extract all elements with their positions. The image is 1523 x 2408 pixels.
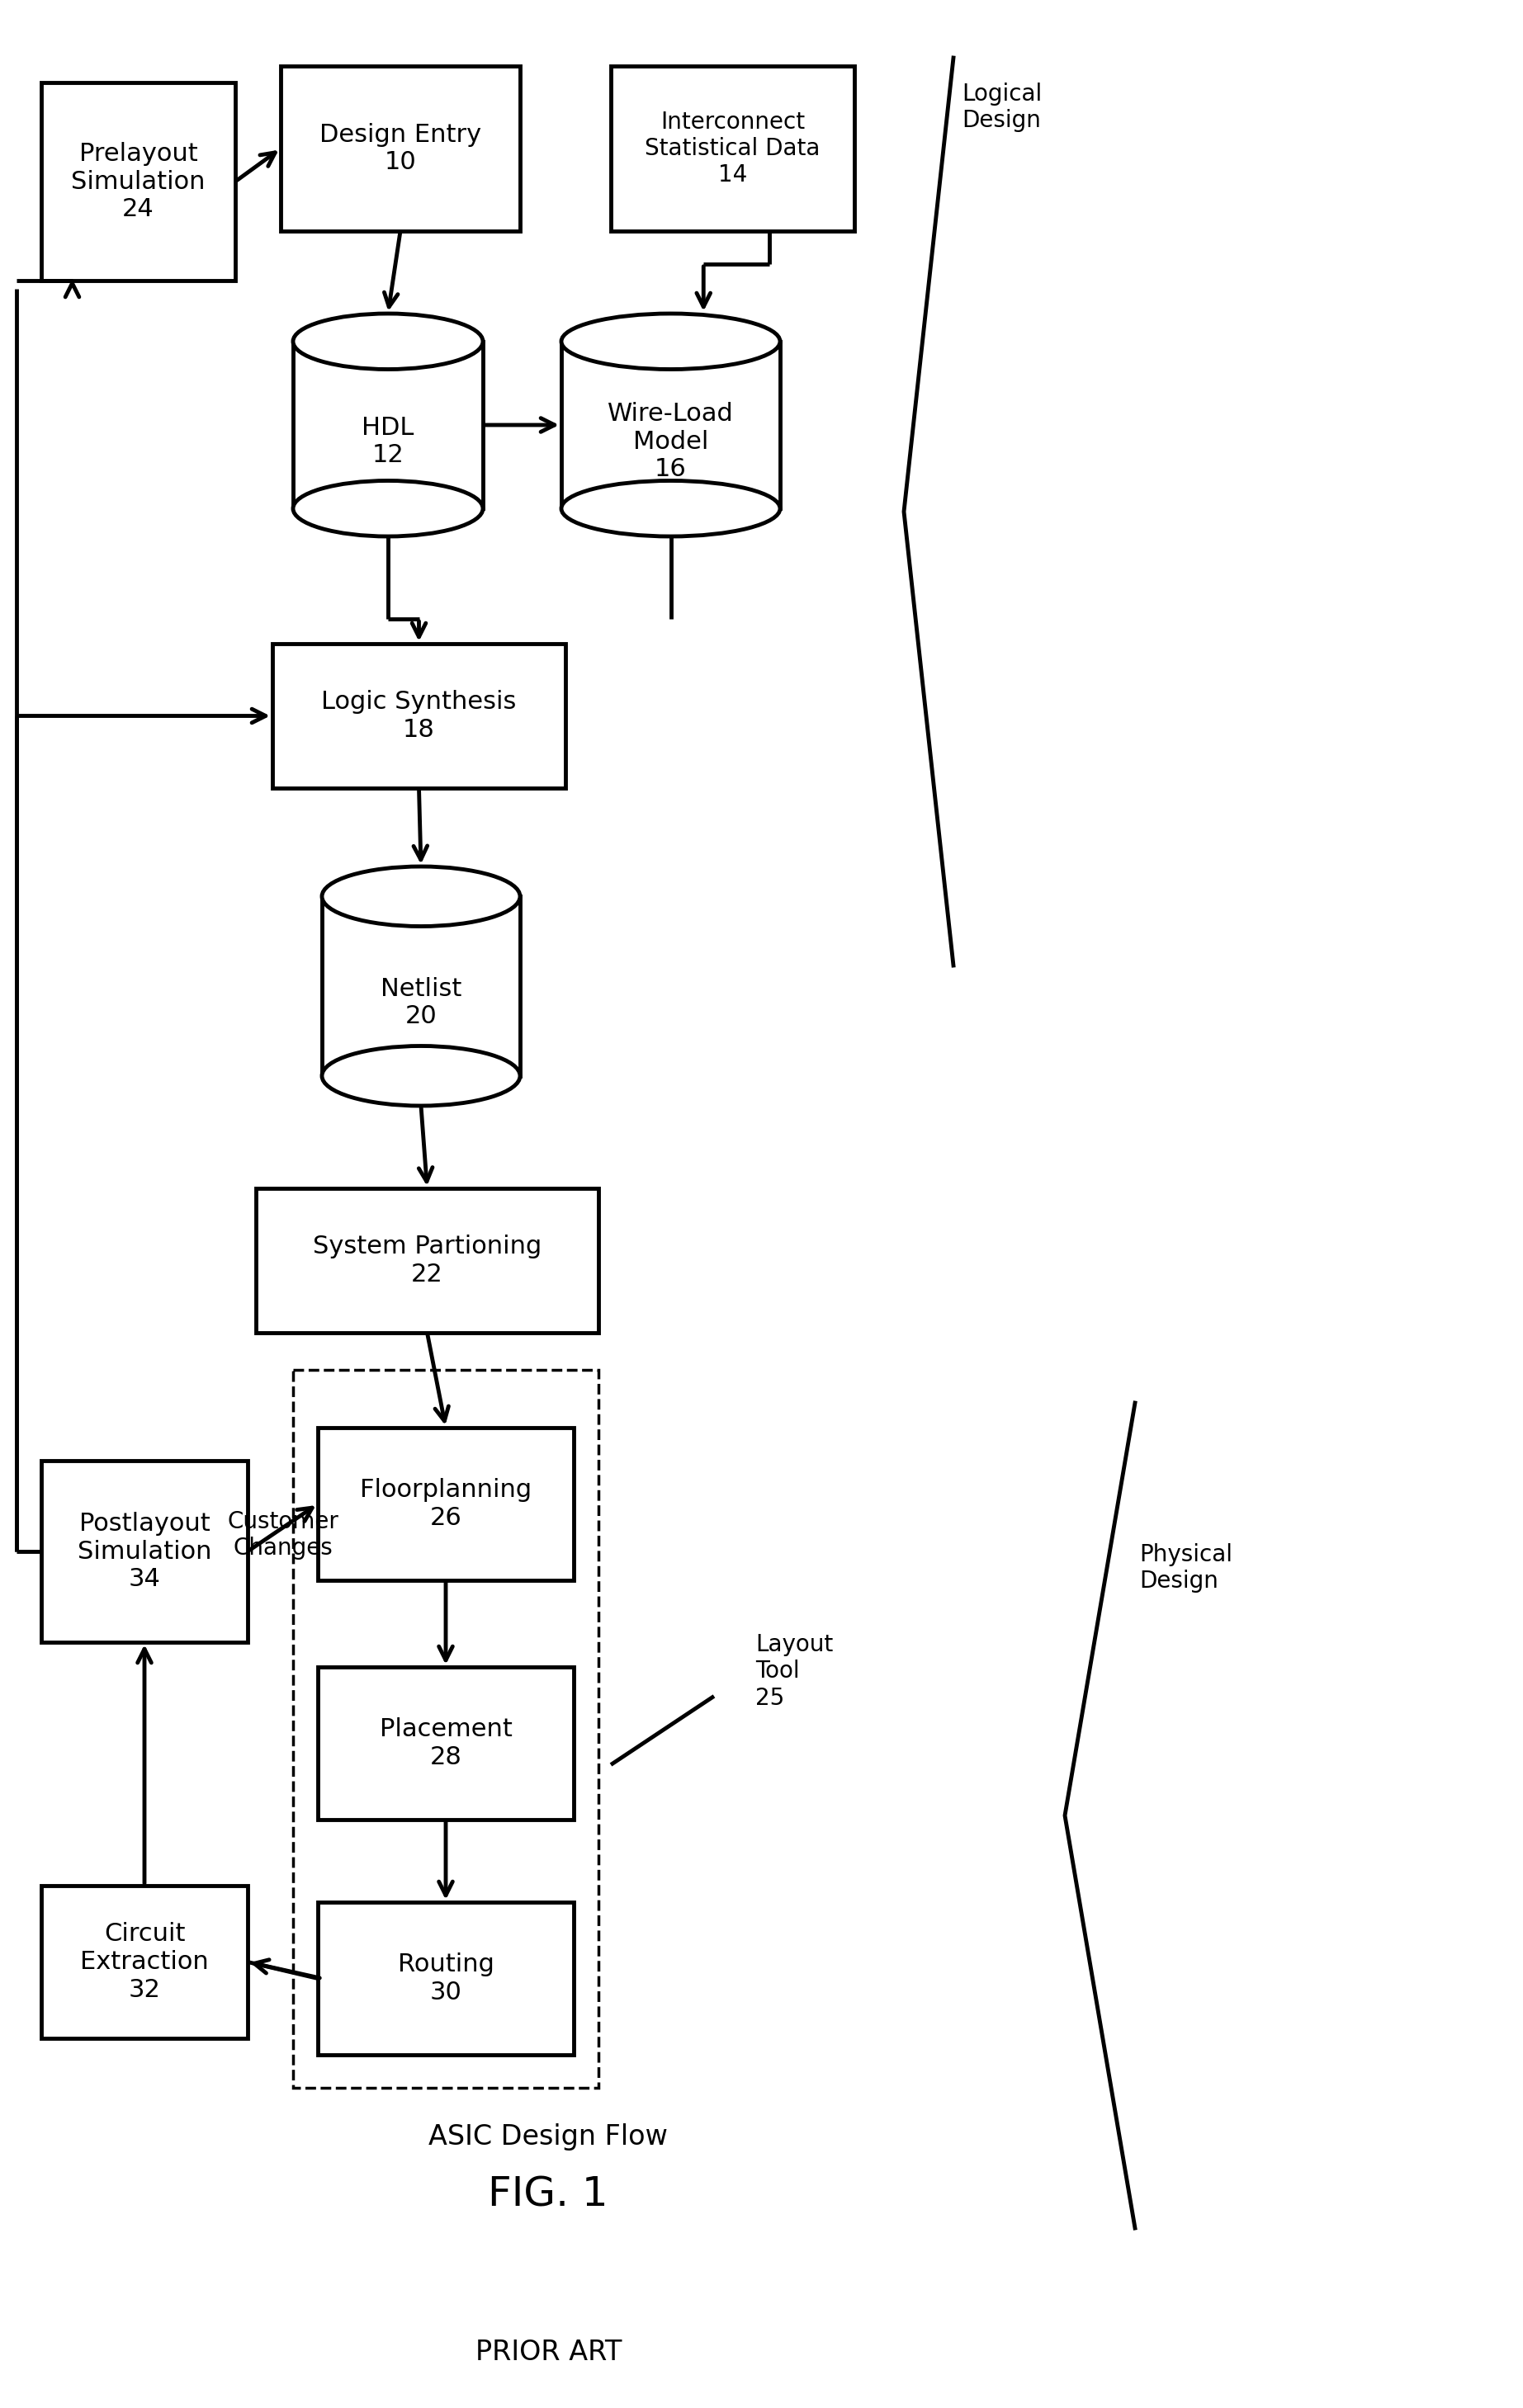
Bar	[41, 1462, 248, 1642]
Text: PRIOR ART: PRIOR ART	[475, 2338, 621, 2365]
Bar	[321, 896, 519, 1076]
Text: Netlist
20: Netlist 20	[381, 978, 461, 1028]
Bar	[611, 65, 854, 231]
Text: Prelayout
Simulation
24: Prelayout Simulation 24	[72, 142, 206, 222]
Text: Physical
Design: Physical Design	[1139, 1544, 1232, 1592]
Text: HDL
12: HDL 12	[362, 417, 414, 467]
Text: Routing
30: Routing 30	[398, 1953, 493, 2003]
Bar	[292, 342, 483, 508]
Text: Postlayout
Simulation
34: Postlayout Simulation 34	[78, 1512, 212, 1592]
Ellipse shape	[562, 482, 780, 537]
Ellipse shape	[562, 313, 780, 368]
Text: Design Entry
10: Design Entry 10	[320, 123, 481, 173]
Text: Layout
Tool
25: Layout Tool 25	[755, 1633, 833, 1710]
Text: Floorplanning
26: Floorplanning 26	[359, 1479, 532, 1529]
Ellipse shape	[321, 867, 519, 927]
Text: Customer
Changes: Customer Changes	[227, 1510, 338, 1560]
Bar	[280, 65, 519, 231]
Bar	[318, 1666, 574, 1820]
Bar	[562, 342, 780, 508]
Bar	[273, 643, 565, 787]
Text: ASIC Design Flow: ASIC Design Flow	[428, 2124, 669, 2150]
Bar	[292, 1370, 599, 2088]
Text: Circuit
Extraction
32: Circuit Extraction 32	[81, 1922, 209, 2001]
Text: Wire-Load
Model
16: Wire-Load Model 16	[608, 402, 734, 482]
Bar	[318, 1902, 574, 2054]
Bar	[41, 1885, 248, 2037]
Text: FIG. 1: FIG. 1	[489, 2174, 608, 2215]
Text: Logical
Design: Logical Design	[961, 82, 1042, 132]
Ellipse shape	[321, 1045, 519, 1105]
Bar	[41, 82, 235, 282]
Ellipse shape	[292, 313, 483, 368]
Text: System Partioning
22: System Partioning 22	[312, 1235, 542, 1286]
Text: Interconnect
Statistical Data
14: Interconnect Statistical Data 14	[644, 111, 821, 188]
Text: Placement
28: Placement 28	[379, 1717, 512, 1770]
Bar	[256, 1187, 599, 1332]
Bar	[318, 1428, 574, 1580]
Text: Logic Synthesis
18: Logic Synthesis 18	[321, 691, 516, 742]
Ellipse shape	[292, 482, 483, 537]
